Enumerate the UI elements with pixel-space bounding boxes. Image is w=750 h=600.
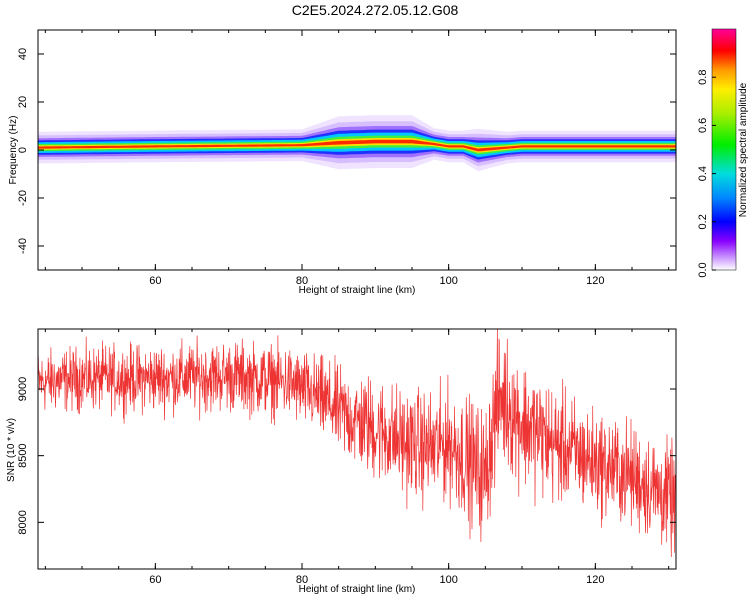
colorbar-tick-label: 0.6: [697, 118, 709, 133]
y-tick-label: 8500: [17, 443, 29, 467]
spectrogram-y-axis-label: Frequency (Hz): [8, 116, 19, 185]
spectrogram-panel: 60 80 100 120 40 20 0 -20 -40 Height of straigh…: [8, 29, 677, 296]
snr-panel: 60 80 100 120 9000 8500 8000 Height of straig…: [6, 328, 677, 595]
colorbar-tick-label: 0.4: [697, 166, 709, 181]
x-tick-label: 60: [149, 275, 161, 287]
x-tick-label: 100: [439, 574, 457, 586]
snr-x-axis-label: Height of straight line (km): [299, 584, 416, 595]
x-tick-label: 60: [149, 574, 161, 586]
colorbar-ticks: 0.0 0.2 0.4 0.6 0.8: [697, 70, 716, 278]
y-tick-label: 0: [17, 147, 29, 153]
y-tick-label: 40: [17, 48, 29, 60]
y-tick-label: 8000: [17, 510, 29, 534]
y-tick-label: 9000: [17, 377, 29, 401]
snr-y-axis-label: SNR (10 * v/v): [6, 418, 17, 482]
spectrogram-band-layer: [38, 138, 676, 153]
chart-title: C2E5.2024.272.05.12.G08: [291, 2, 459, 18]
x-tick-label: 120: [586, 574, 604, 586]
x-tick-label: 120: [586, 275, 604, 287]
spectrogram-band-layer: [38, 139, 676, 152]
snr-y-ticks: 9000 8500 8000: [17, 377, 676, 535]
snr-frame: [37, 328, 677, 570]
snr-series-line: [38, 329, 676, 558]
snr-x-ticks: 60 80 100 120: [44, 329, 670, 586]
colorbar: 0.0 0.2 0.4 0.6 0.8 Normalized spectral ampl…: [697, 28, 749, 278]
colorbar-tick-label: 0.0: [697, 262, 709, 277]
y-tick-label: -40: [17, 238, 29, 254]
colorbar-tick-label: 0.8: [697, 70, 709, 85]
spectrogram-x-axis-label: Height of straight line (km): [299, 285, 416, 296]
x-tick-label: 100: [439, 275, 457, 287]
y-tick-label: -20: [17, 190, 29, 206]
spectrogram-x-ticks: 60 80 100 120: [44, 30, 670, 287]
spectrogram-y-ticks: 40 20 0 -20 -40: [17, 48, 676, 254]
spectrogram-heatmap: [38, 115, 676, 172]
colorbar-label: Normalized spectral amplitude: [738, 82, 749, 217]
x-tick-label: 80: [296, 275, 308, 287]
colorbar-gradient: [711, 28, 737, 271]
colorbar-tick-label: 0.2: [697, 214, 709, 229]
x-tick-label: 80: [296, 574, 308, 586]
y-tick-label: 20: [17, 96, 29, 108]
